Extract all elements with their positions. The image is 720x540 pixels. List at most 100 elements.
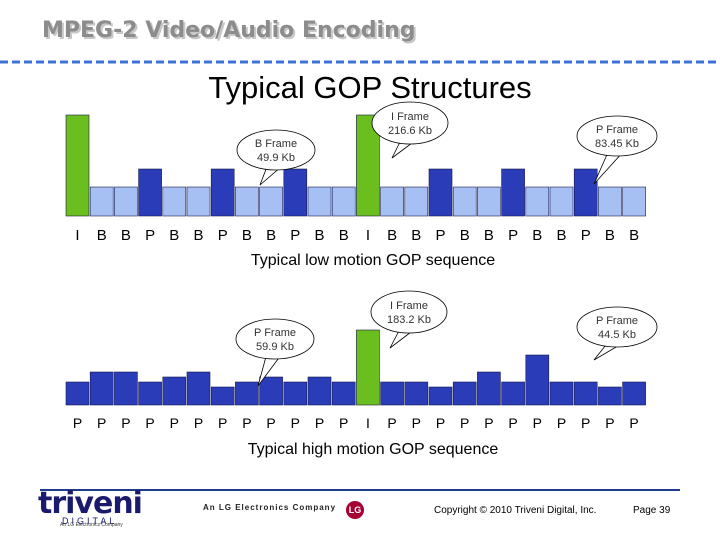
slide-subtitle: Typical GOP Structures bbox=[208, 70, 532, 105]
frame-type-label: P bbox=[170, 415, 179, 431]
frame-bar bbox=[598, 386, 622, 406]
callout-bubble bbox=[576, 306, 658, 348]
frame-type-label: B bbox=[121, 227, 131, 244]
frame-type-label: B bbox=[193, 227, 203, 244]
callout-text: 59.9 Kb bbox=[256, 341, 294, 353]
frame-bar bbox=[283, 381, 308, 406]
frame-type-label: I bbox=[75, 227, 79, 244]
frame-type-label: B bbox=[484, 227, 494, 244]
frame-bar bbox=[307, 376, 332, 406]
frame-type-label: P bbox=[290, 227, 300, 244]
frame-bar bbox=[89, 371, 114, 406]
frame-type-label: B bbox=[266, 227, 276, 244]
frame-type-label: P bbox=[121, 415, 130, 431]
frame-bar bbox=[404, 381, 429, 406]
frame-type-label: P bbox=[581, 227, 591, 244]
callout-text: 44.5 Kb bbox=[598, 329, 636, 341]
callout-seam bbox=[610, 335, 622, 342]
callout-bubble bbox=[576, 115, 658, 157]
frame-bar bbox=[573, 168, 598, 217]
frame-bar bbox=[525, 354, 550, 406]
callout-seam bbox=[610, 144, 622, 151]
logo-wordmark: triveni bbox=[38, 486, 143, 521]
frame-type-label: P bbox=[242, 415, 251, 431]
frame-bar bbox=[549, 186, 574, 217]
frame-bar bbox=[428, 168, 453, 217]
frame-bar bbox=[380, 186, 404, 217]
frame-type-label: B bbox=[460, 227, 470, 244]
frame-type-label: P bbox=[145, 227, 155, 244]
frame-type-label: P bbox=[291, 415, 300, 431]
page-number: Page 39 bbox=[633, 505, 671, 516]
frame-bar bbox=[477, 371, 501, 406]
frame-bar bbox=[622, 381, 646, 406]
frame-bar bbox=[622, 186, 646, 217]
frame-bar bbox=[404, 186, 429, 217]
callout-seam bbox=[403, 132, 415, 139]
frame-bar bbox=[331, 186, 356, 217]
frame-bar bbox=[138, 381, 162, 406]
frame-bar bbox=[549, 381, 574, 406]
callout-text: I Frame bbox=[390, 300, 428, 312]
frame-type-label: P bbox=[557, 415, 566, 431]
logo-tagline: An LG Electronics Company bbox=[60, 522, 123, 528]
frame-bar bbox=[186, 371, 211, 406]
triveni-logo: triveni DIGITAL An LG Electronics Compan… bbox=[38, 486, 143, 528]
callout-text: 183.2 Kb bbox=[387, 314, 431, 326]
footer-rule bbox=[40, 489, 680, 491]
frame-type-label: P bbox=[508, 415, 517, 431]
frame-bar bbox=[235, 381, 259, 406]
frame-type-label: I bbox=[366, 415, 370, 431]
frame-type-label: P bbox=[435, 227, 445, 244]
frame-type-label: P bbox=[605, 415, 614, 431]
callout-bubble bbox=[236, 129, 316, 171]
frame-type-label: P bbox=[73, 415, 82, 431]
frame-type-label: P bbox=[436, 415, 445, 431]
frame-bar bbox=[356, 114, 380, 217]
frame-bar bbox=[259, 186, 283, 217]
frame-type-label: P bbox=[218, 415, 227, 431]
frame-type-label: P bbox=[460, 415, 469, 431]
chart-caption: Typical low motion GOP sequence bbox=[251, 252, 495, 269]
frame-type-label: I bbox=[366, 227, 370, 244]
frame-type-label: B bbox=[532, 227, 542, 244]
frame-bar bbox=[259, 376, 283, 406]
frame-bar bbox=[114, 186, 138, 217]
frame-bar bbox=[65, 381, 90, 406]
callout-text: 216.6 Kb bbox=[388, 125, 432, 137]
frame-type-label: B bbox=[169, 227, 179, 244]
frame-bar bbox=[307, 186, 332, 217]
callout-seam bbox=[402, 321, 414, 328]
callout-text: 49.9 Kb bbox=[257, 152, 295, 164]
frame-type-label: P bbox=[484, 415, 493, 431]
frame-bar bbox=[501, 168, 525, 217]
frame-type-label: P bbox=[145, 415, 154, 431]
frame-type-label: P bbox=[194, 415, 203, 431]
callout-text: 83.45 Kb bbox=[595, 138, 639, 150]
frame-bar bbox=[452, 186, 477, 217]
frame-type-label: P bbox=[581, 415, 590, 431]
frame-type-label: P bbox=[218, 227, 228, 244]
frame-type-label: P bbox=[387, 415, 396, 431]
frame-bar bbox=[162, 186, 187, 217]
callout-seam bbox=[269, 158, 281, 165]
callout-text: P Frame bbox=[254, 327, 296, 339]
slide-title: MPEG-2 Video/Audio Encoding bbox=[42, 18, 416, 43]
frame-type-label: B bbox=[242, 227, 252, 244]
callout-bubble bbox=[370, 290, 448, 334]
frame-bar bbox=[598, 186, 622, 217]
frame-type-label: P bbox=[508, 227, 518, 244]
frame-type-label: B bbox=[556, 227, 566, 244]
frame-bar bbox=[501, 381, 525, 406]
frame-bar bbox=[210, 168, 235, 217]
callout-text: I Frame bbox=[391, 111, 429, 123]
frame-type-label: B bbox=[605, 227, 615, 244]
frame-type-label: P bbox=[315, 415, 324, 431]
frame-bar bbox=[331, 381, 356, 406]
callout-text: P Frame bbox=[596, 315, 638, 327]
logo-subtitle: DIGITAL bbox=[62, 516, 118, 526]
frame-bar bbox=[235, 186, 259, 217]
frame-type-label: B bbox=[339, 227, 349, 244]
frame-bar bbox=[138, 168, 162, 217]
